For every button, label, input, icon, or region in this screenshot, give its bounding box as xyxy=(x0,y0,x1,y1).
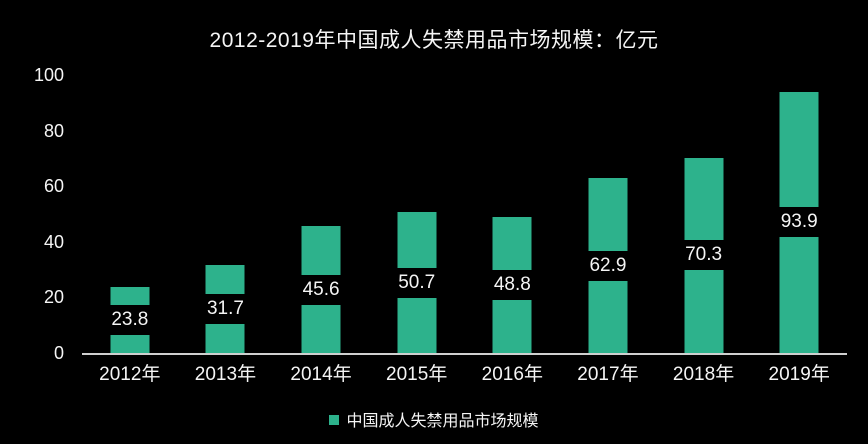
bar-slot: 31.7 xyxy=(178,75,274,353)
bar-slot: 23.8 xyxy=(82,75,178,353)
bar-slot: 50.7 xyxy=(369,75,465,353)
legend: 中国成人失禁用品市场规模 xyxy=(0,408,868,430)
bar-slot: 93.9 xyxy=(751,75,847,353)
bar-value-label: 23.8 xyxy=(108,304,152,335)
bar: 48.8 xyxy=(490,217,534,353)
bar: 31.7 xyxy=(203,264,247,353)
x-tick-label: 2015年 xyxy=(386,364,448,385)
bar: 62.9 xyxy=(586,178,630,353)
x-tick-label: 2016年 xyxy=(481,364,543,385)
x-tick-label: 2019年 xyxy=(768,364,830,385)
legend-label: 中国成人失禁用品市场规模 xyxy=(346,413,539,430)
bar-value-label: 45.6 xyxy=(299,274,343,305)
y-tick-label: 100 xyxy=(33,65,64,85)
bar-value-label: 93.9 xyxy=(777,207,821,238)
x-axis: 2012年 2013年 2014年 2015年 2016年 2017年 2018年 2019年 xyxy=(82,362,847,388)
y-axis: 0 20 40 60 80 100 xyxy=(0,65,64,363)
bar: 50.7 xyxy=(395,212,439,353)
bar-value-label: 48.8 xyxy=(490,270,534,301)
bar-value-label: 70.3 xyxy=(682,240,726,271)
x-tick-label: 2014年 xyxy=(290,364,352,385)
bar-slot: 45.6 xyxy=(273,75,369,353)
x-tick-label: 2012年 xyxy=(99,364,161,385)
bar-value-label: 62.9 xyxy=(586,250,630,281)
chart-title: 2012-2019年中国成人失禁用品市场规模：亿元 xyxy=(209,29,659,52)
x-tick-label: 2017年 xyxy=(577,364,639,385)
bar-slot: 70.3 xyxy=(656,75,752,353)
bar: 70.3 xyxy=(682,157,726,353)
y-tick-label: 40 xyxy=(43,231,64,252)
plot-area: 23.8 31.7 45.6 50.7 48.8 62.9 70.3 93.9 xyxy=(82,75,847,355)
bar-value-label: 31.7 xyxy=(203,293,247,324)
bar-slot: 62.9 xyxy=(560,75,656,353)
y-tick-label: 60 xyxy=(43,176,64,197)
x-tick-label: 2018年 xyxy=(672,364,735,385)
legend-marker-icon xyxy=(329,414,340,425)
y-tick-label: 80 xyxy=(43,120,64,141)
bar: 23.8 xyxy=(108,286,152,353)
bar: 45.6 xyxy=(299,226,343,353)
y-tick-label: 20 xyxy=(43,287,64,308)
x-axis-line xyxy=(82,353,847,355)
bar-slot: 48.8 xyxy=(465,75,561,353)
y-tick-label: 0 xyxy=(53,343,64,363)
bar: 93.9 xyxy=(777,91,821,353)
bar-value-label: 50.7 xyxy=(395,267,439,298)
x-tick-label: 2013年 xyxy=(194,364,257,385)
